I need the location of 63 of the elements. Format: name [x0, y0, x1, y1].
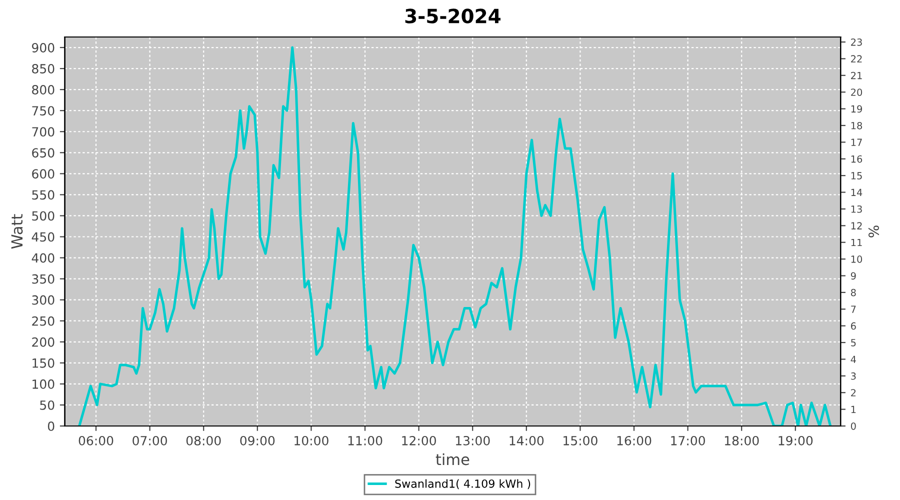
y2-axis-title: %	[868, 226, 879, 238]
y2-tick-label: 5	[851, 339, 856, 346]
x-tick-label: 12:00	[402, 436, 436, 446]
line-series	[78, 46, 832, 426]
y2-tick-label: 19	[851, 105, 862, 113]
y-tick-label: 100	[32, 379, 54, 389]
y2-tick-label: 9	[850, 272, 856, 280]
y2-tick-label: 13	[851, 205, 862, 213]
x-axis-title: time	[436, 453, 470, 466]
y-tick-label: 450	[32, 232, 54, 242]
y-tick-label: 200	[32, 337, 54, 347]
y-tick-label: 650	[32, 148, 54, 158]
y-axis-title: Watt	[11, 214, 23, 249]
x-tick-label: 08:00	[186, 436, 221, 446]
y2-tick-label: 20	[851, 88, 862, 96]
y2-tick-label: 7	[851, 306, 856, 313]
x-tick-label: 06:00	[78, 436, 114, 446]
y-tick-label: 300	[32, 295, 54, 305]
y-tick-label: 50	[40, 400, 54, 410]
legend-label: Swanland1( 4.109 kWh )	[395, 479, 530, 490]
x-tick-label: 18:00	[724, 436, 759, 446]
x-tick-label: 07:00	[132, 436, 167, 446]
x-tick-label: 15:00	[564, 436, 598, 446]
y2-tick-label: 22	[851, 55, 862, 62]
x-tick-label: 09:00	[240, 436, 275, 446]
y2-tick-label: 16	[851, 155, 862, 163]
chart-title: 3-5-2024	[405, 8, 500, 24]
y-tick-label: 250	[32, 316, 54, 326]
x-tick-label: 17:00	[671, 436, 705, 446]
y2-tick-label: 18	[851, 122, 862, 130]
y-tick-label: 800	[32, 85, 54, 94]
x-tick-label: 13:00	[456, 436, 490, 446]
y-tick-label: 0	[48, 421, 54, 431]
y-tick-label: 350	[32, 274, 54, 284]
y-tick-label: 600	[32, 169, 54, 179]
x-tick-label: 16:00	[617, 436, 652, 446]
y-tick-label: 850	[32, 64, 54, 74]
y2-tick-label: 17	[851, 138, 862, 146]
x-tick-label: 11:00	[348, 436, 382, 446]
x-tick-label: 19:00	[778, 436, 813, 446]
y2-tick-label: 4	[850, 356, 856, 363]
y2-tick-label: 11	[851, 238, 862, 246]
y2-tick-label: 10	[851, 256, 862, 263]
y2-tick-label: 14	[851, 188, 862, 196]
y-tick-label: 150	[32, 358, 54, 368]
y-tick-label: 400	[32, 253, 54, 263]
x-tick-label: 14:00	[510, 436, 544, 446]
y-tick-label: 750	[32, 106, 54, 116]
y2-tick-label: 6	[851, 322, 856, 330]
y2-tick-label: 2	[851, 389, 856, 396]
x-tick-label: 10:00	[294, 436, 328, 446]
y-tick-label: 500	[32, 211, 54, 221]
y-tick-label: 550	[32, 190, 54, 200]
y-tick-label: 900	[32, 42, 54, 52]
y2-tick-label: 8	[850, 288, 856, 296]
y2-tick-label: 23	[851, 38, 862, 46]
y2-tick-label: 0	[850, 422, 856, 430]
y2-tick-label: 12	[851, 222, 862, 230]
y2-tick-label: 21	[851, 72, 862, 80]
y2-tick-label: 15	[851, 172, 862, 180]
y2-tick-label: 1	[851, 406, 856, 413]
y2-tick-label: 3	[851, 372, 856, 380]
y-tick-label: 700	[32, 127, 54, 137]
